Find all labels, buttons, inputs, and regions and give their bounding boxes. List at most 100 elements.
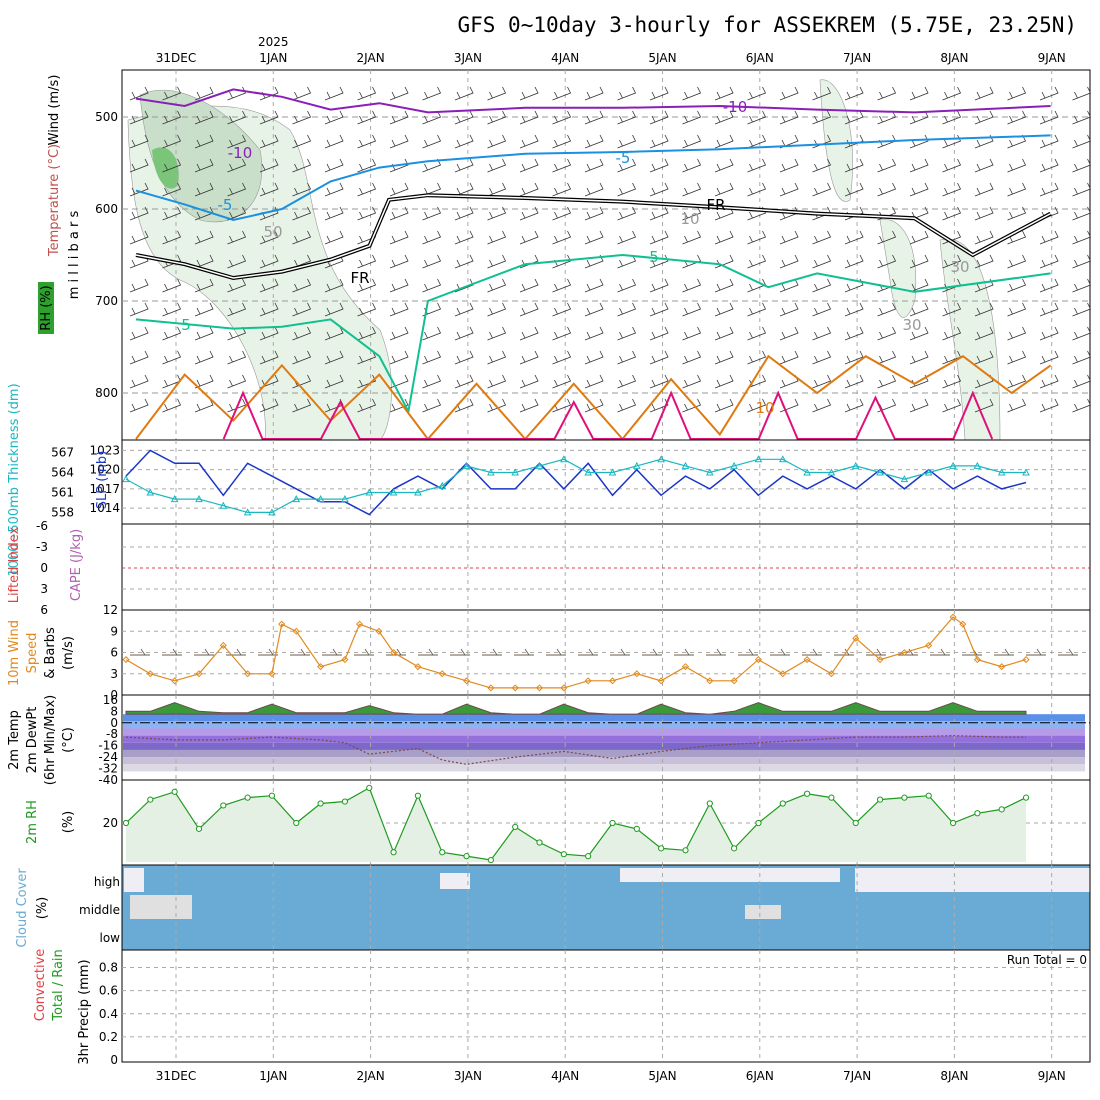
temp-y-tick: -24	[98, 750, 118, 764]
rh-point	[390, 849, 397, 856]
wind-axis-title: (m/s)	[61, 636, 76, 670]
wind-barb	[779, 326, 799, 341]
wind-barb	[877, 350, 897, 365]
wind-barb	[714, 278, 734, 293]
wind-barb	[877, 110, 897, 125]
wind-barb	[714, 230, 734, 245]
wind-barb	[649, 110, 669, 125]
wind-barb	[129, 158, 149, 173]
temperature-band	[123, 742, 1085, 750]
temp-y-tick: -40	[98, 773, 118, 787]
rh-axis-title: 2m RH	[25, 800, 40, 844]
precip-y-tick: 0	[110, 1053, 118, 1067]
wind-barb	[519, 206, 539, 221]
li-y-tick: 0	[40, 561, 48, 575]
temperature-band	[123, 757, 1085, 765]
wind-barb	[422, 110, 442, 125]
wind-barb	[519, 374, 539, 389]
wind-barb	[259, 134, 279, 149]
wind-barb	[552, 134, 572, 149]
wind-barb	[584, 86, 604, 101]
wind-barb	[194, 254, 214, 269]
wind-barb	[227, 86, 247, 101]
surface-wind-barb	[546, 648, 566, 656]
wind-barb	[487, 374, 507, 389]
wind-barb	[617, 302, 637, 317]
wind-barb	[259, 278, 279, 293]
wind-barb	[422, 134, 442, 149]
wind-barb	[552, 158, 572, 173]
wind-barb	[324, 302, 344, 317]
wind-barb	[877, 230, 897, 245]
surface-wind-barb	[482, 648, 502, 656]
thickness-point	[827, 468, 836, 476]
wind-speed-point	[657, 677, 665, 685]
wind-barb	[227, 398, 247, 413]
wind-barb	[1072, 398, 1092, 413]
wind-barb	[649, 254, 669, 269]
wind-barb	[617, 374, 637, 389]
wind-barb	[519, 326, 539, 341]
wind-barb	[519, 302, 539, 317]
wind-barb	[909, 158, 929, 173]
wind-barb	[552, 278, 572, 293]
surface-wind-barb	[514, 648, 534, 656]
wind-barb	[162, 326, 182, 341]
wind-barb	[194, 86, 214, 101]
wind-barb	[682, 398, 702, 413]
precip-total-rain-label: Total / Rain	[51, 949, 66, 1022]
thickness-point	[414, 488, 422, 496]
thickness-axis-title: 1000~500mb Thickness (dm)	[7, 383, 22, 576]
wind-barb	[519, 182, 539, 197]
bottom-x-tick-label: 5JAN	[648, 1069, 676, 1083]
wind-barb	[747, 110, 767, 125]
rh-point	[998, 806, 1005, 813]
wind-barb	[259, 302, 279, 317]
slp-y-tick: 1014	[89, 501, 120, 515]
temperature-axis-title: (°C)	[61, 727, 76, 753]
wind-barb	[1007, 182, 1027, 197]
rh-line	[125, 787, 1027, 861]
wind-speed-point	[608, 677, 617, 685]
wind-barb	[422, 254, 442, 269]
thickness-point	[462, 461, 471, 469]
wind-barb	[1007, 326, 1027, 341]
wind-barb	[324, 134, 344, 149]
wind-barb	[1072, 86, 1092, 101]
wind-speed-point	[633, 670, 641, 678]
wind-barb	[292, 302, 312, 317]
wind-speed-point	[195, 670, 203, 678]
wind-barb	[974, 230, 994, 245]
wind-barb	[422, 350, 442, 365]
wind-barb	[227, 254, 247, 269]
thickness-point	[365, 488, 374, 496]
wind-barb	[844, 254, 864, 269]
rh-axis-unit: (%)	[61, 811, 76, 834]
thickness-point	[851, 461, 860, 469]
wind-speed-point	[122, 656, 130, 664]
wind-barb	[227, 206, 247, 221]
wind-barb	[844, 182, 864, 197]
wind-barb	[1039, 134, 1059, 149]
wind-barb	[454, 182, 474, 197]
cloud-gap	[855, 868, 1090, 892]
wind-barb	[129, 374, 149, 389]
rh-point	[195, 825, 203, 832]
wind-barb	[162, 158, 182, 173]
wind-barb	[844, 230, 864, 245]
slp-y-tick: 1020	[89, 463, 120, 477]
wind-barb	[162, 374, 182, 389]
top-x-tick-label: 2JAN	[357, 51, 385, 65]
wind-barb	[1039, 182, 1059, 197]
rh-point	[633, 825, 640, 832]
wind-barb	[227, 110, 247, 125]
upper-air-y-tick: 800	[95, 386, 118, 400]
thickness-point	[681, 461, 690, 469]
li-y-tick: -3	[36, 540, 48, 554]
wind-speed-point	[803, 656, 811, 664]
wind-barb	[812, 182, 832, 197]
wind-barb	[1072, 134, 1092, 149]
wind-y-tick: 9	[110, 624, 118, 638]
rh-point	[949, 819, 957, 827]
wind-barb	[194, 134, 214, 149]
